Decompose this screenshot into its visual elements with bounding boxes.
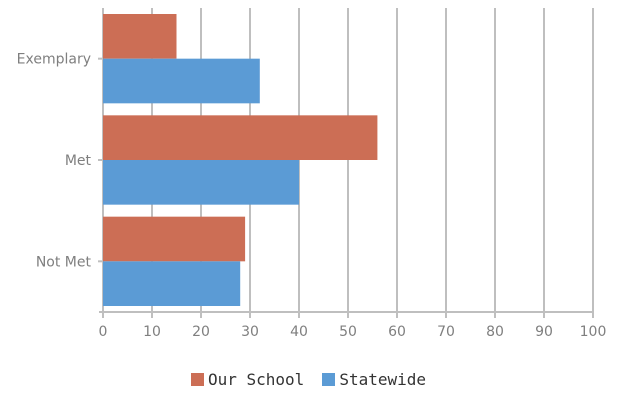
bar-our-school-not-met: [103, 216, 246, 262]
bar-statewide-not-met: [103, 261, 241, 306]
x-tick-label-20: 20: [192, 324, 210, 340]
legend-item-statewide[interactable]: Statewide: [322, 370, 426, 389]
x-tick-labels: 0 10 20 30 40 50 60 70 80 90 100: [99, 324, 607, 340]
x-tick-label-30: 30: [241, 324, 259, 340]
bar-statewide-exemplary: [103, 58, 260, 104]
bar-statewide-met: [103, 160, 299, 205]
legend: Our School Statewide: [0, 370, 617, 389]
category-label-not-met: Not Met: [36, 254, 92, 270]
legend-item-our-school[interactable]: Our School: [190, 370, 305, 389]
x-tick-label-0: 0: [99, 324, 108, 340]
x-tick-label-100: 100: [580, 324, 607, 340]
x-tick-label-10: 10: [143, 324, 161, 340]
x-tick-label-70: 70: [437, 324, 455, 340]
x-tick-label-90: 90: [535, 324, 553, 340]
bar-our-school-met: [103, 115, 378, 160]
bar-our-school-exemplary: [103, 14, 177, 59]
legend-swatch-our-school: [190, 373, 204, 386]
legend-swatch-statewide: [322, 373, 336, 386]
x-tick-label-40: 40: [290, 324, 308, 340]
legend-label-our-school: Our School: [207, 370, 305, 389]
legend-label-statewide: Statewide: [339, 370, 427, 389]
x-tick-label-60: 60: [388, 324, 406, 340]
x-tick-label-80: 80: [486, 324, 504, 340]
axes: [98, 57, 593, 313]
category-labels: Exemplary Met Not Met: [17, 52, 92, 271]
category-label-exemplary: Exemplary: [17, 52, 91, 68]
bars: [103, 14, 378, 306]
x-tick-label-50: 50: [339, 324, 357, 340]
category-label-met: Met: [65, 153, 92, 169]
